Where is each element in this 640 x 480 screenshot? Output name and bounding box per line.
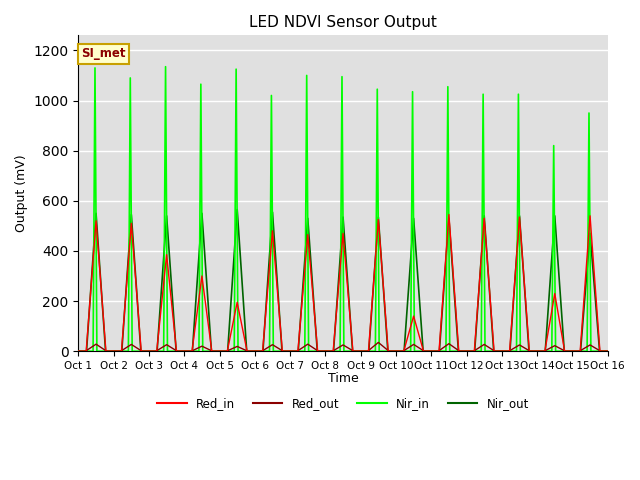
- Y-axis label: Output (mV): Output (mV): [15, 155, 28, 232]
- Title: LED NDVI Sensor Output: LED NDVI Sensor Output: [249, 15, 437, 30]
- X-axis label: Time: Time: [328, 372, 358, 385]
- Legend: Red_in, Red_out, Nir_in, Nir_out: Red_in, Red_out, Nir_in, Nir_out: [152, 392, 534, 415]
- Text: SI_met: SI_met: [81, 48, 125, 60]
